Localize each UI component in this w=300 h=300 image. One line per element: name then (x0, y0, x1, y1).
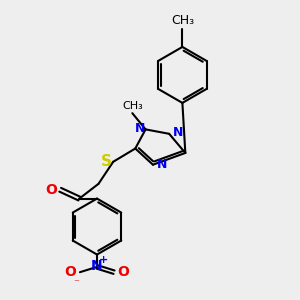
Text: N: N (135, 122, 145, 135)
Text: O: O (64, 265, 76, 279)
Text: N: N (173, 126, 184, 139)
Text: O: O (118, 265, 130, 279)
Text: +: + (99, 255, 108, 266)
Text: CH₃: CH₃ (122, 101, 143, 111)
Text: N: N (91, 259, 103, 273)
Text: CH₃: CH₃ (171, 14, 194, 27)
Text: O: O (45, 183, 57, 197)
Text: S: S (101, 154, 112, 169)
Text: ⁻: ⁻ (74, 279, 79, 289)
Text: N: N (157, 158, 167, 171)
